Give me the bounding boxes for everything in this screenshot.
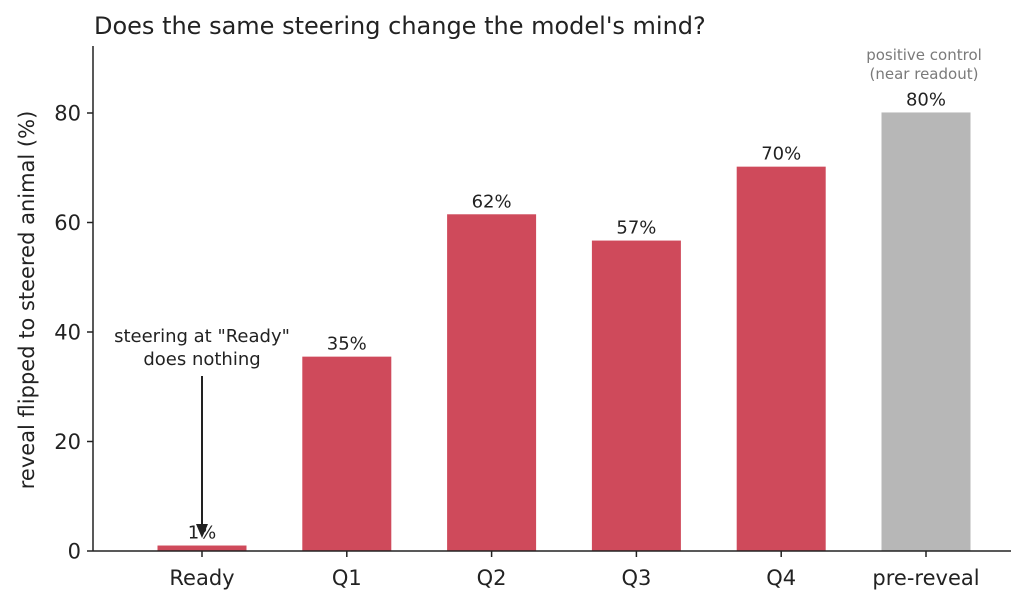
y-tick-label-0: 0 — [68, 540, 81, 564]
x-tick-label-ready: Ready — [169, 566, 234, 590]
x-ticks: Ready Q1 Q2 Q3 Q4 pre-reveal — [169, 551, 980, 590]
y-tick-label-20: 20 — [54, 430, 81, 454]
value-label-q3: 57% — [616, 218, 656, 239]
chart-title: Does the same steering change the model'… — [94, 12, 706, 40]
x-tick-label-q4: Q4 — [766, 566, 796, 590]
control-annotation: positive control (near readout) — [866, 46, 982, 83]
value-label-pre-reveal: 80% — [906, 89, 946, 110]
ready-annotation-line2: does nothing — [143, 349, 260, 370]
y-ticks: 0 20 40 60 80 — [54, 102, 93, 564]
value-labels: 1%35%62%57%70%80% — [188, 89, 946, 543]
x-tick-label-q1: Q1 — [332, 566, 362, 590]
y-axis-label: reveal flipped to steered animal (%) — [15, 111, 39, 490]
x-tick-label-q3: Q3 — [621, 566, 651, 590]
value-label-q4: 70% — [761, 144, 801, 165]
y-tick-label-80: 80 — [54, 102, 81, 126]
y-tick-label-40: 40 — [54, 321, 81, 345]
value-label-q1: 35% — [327, 334, 367, 355]
x-tick-label-q2: Q2 — [477, 566, 507, 590]
control-note-line2: (near readout) — [870, 65, 979, 83]
bar-q2 — [447, 214, 537, 551]
control-note-line1: positive control — [866, 46, 982, 64]
bar-q4 — [736, 166, 826, 551]
bar-ready — [157, 545, 247, 551]
bar-q3 — [591, 240, 681, 551]
bar-pre-reveal — [881, 112, 971, 551]
x-tick-label-pre-reveal: pre-reveal — [872, 566, 979, 590]
ready-annotation: steering at "Ready" does nothing — [114, 326, 290, 538]
ready-annotation-arrow-head — [196, 524, 208, 538]
y-tick-label-60: 60 — [54, 211, 81, 235]
ready-annotation-line1: steering at "Ready" — [114, 326, 290, 347]
value-label-q2: 62% — [472, 191, 512, 212]
bar-q1 — [302, 356, 392, 551]
bars — [157, 112, 971, 551]
